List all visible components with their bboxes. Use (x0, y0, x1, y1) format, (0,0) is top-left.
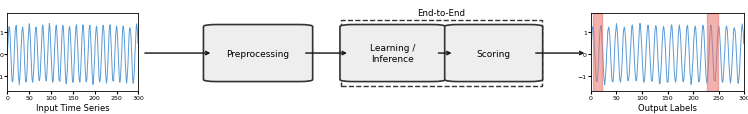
X-axis label: Input Time Series: Input Time Series (36, 103, 110, 112)
X-axis label: Output Labels: Output Labels (638, 103, 697, 112)
Bar (708, 14, 717, 91)
Text: Preprocessing: Preprocessing (227, 49, 289, 58)
Text: End-to-End: End-to-End (417, 9, 465, 18)
Bar (593, 14, 602, 91)
Text: Learning /
Inference: Learning / Inference (370, 44, 415, 63)
FancyBboxPatch shape (444, 25, 542, 82)
Text: Scoring: Scoring (476, 49, 511, 58)
FancyBboxPatch shape (203, 25, 313, 82)
FancyBboxPatch shape (340, 25, 446, 82)
